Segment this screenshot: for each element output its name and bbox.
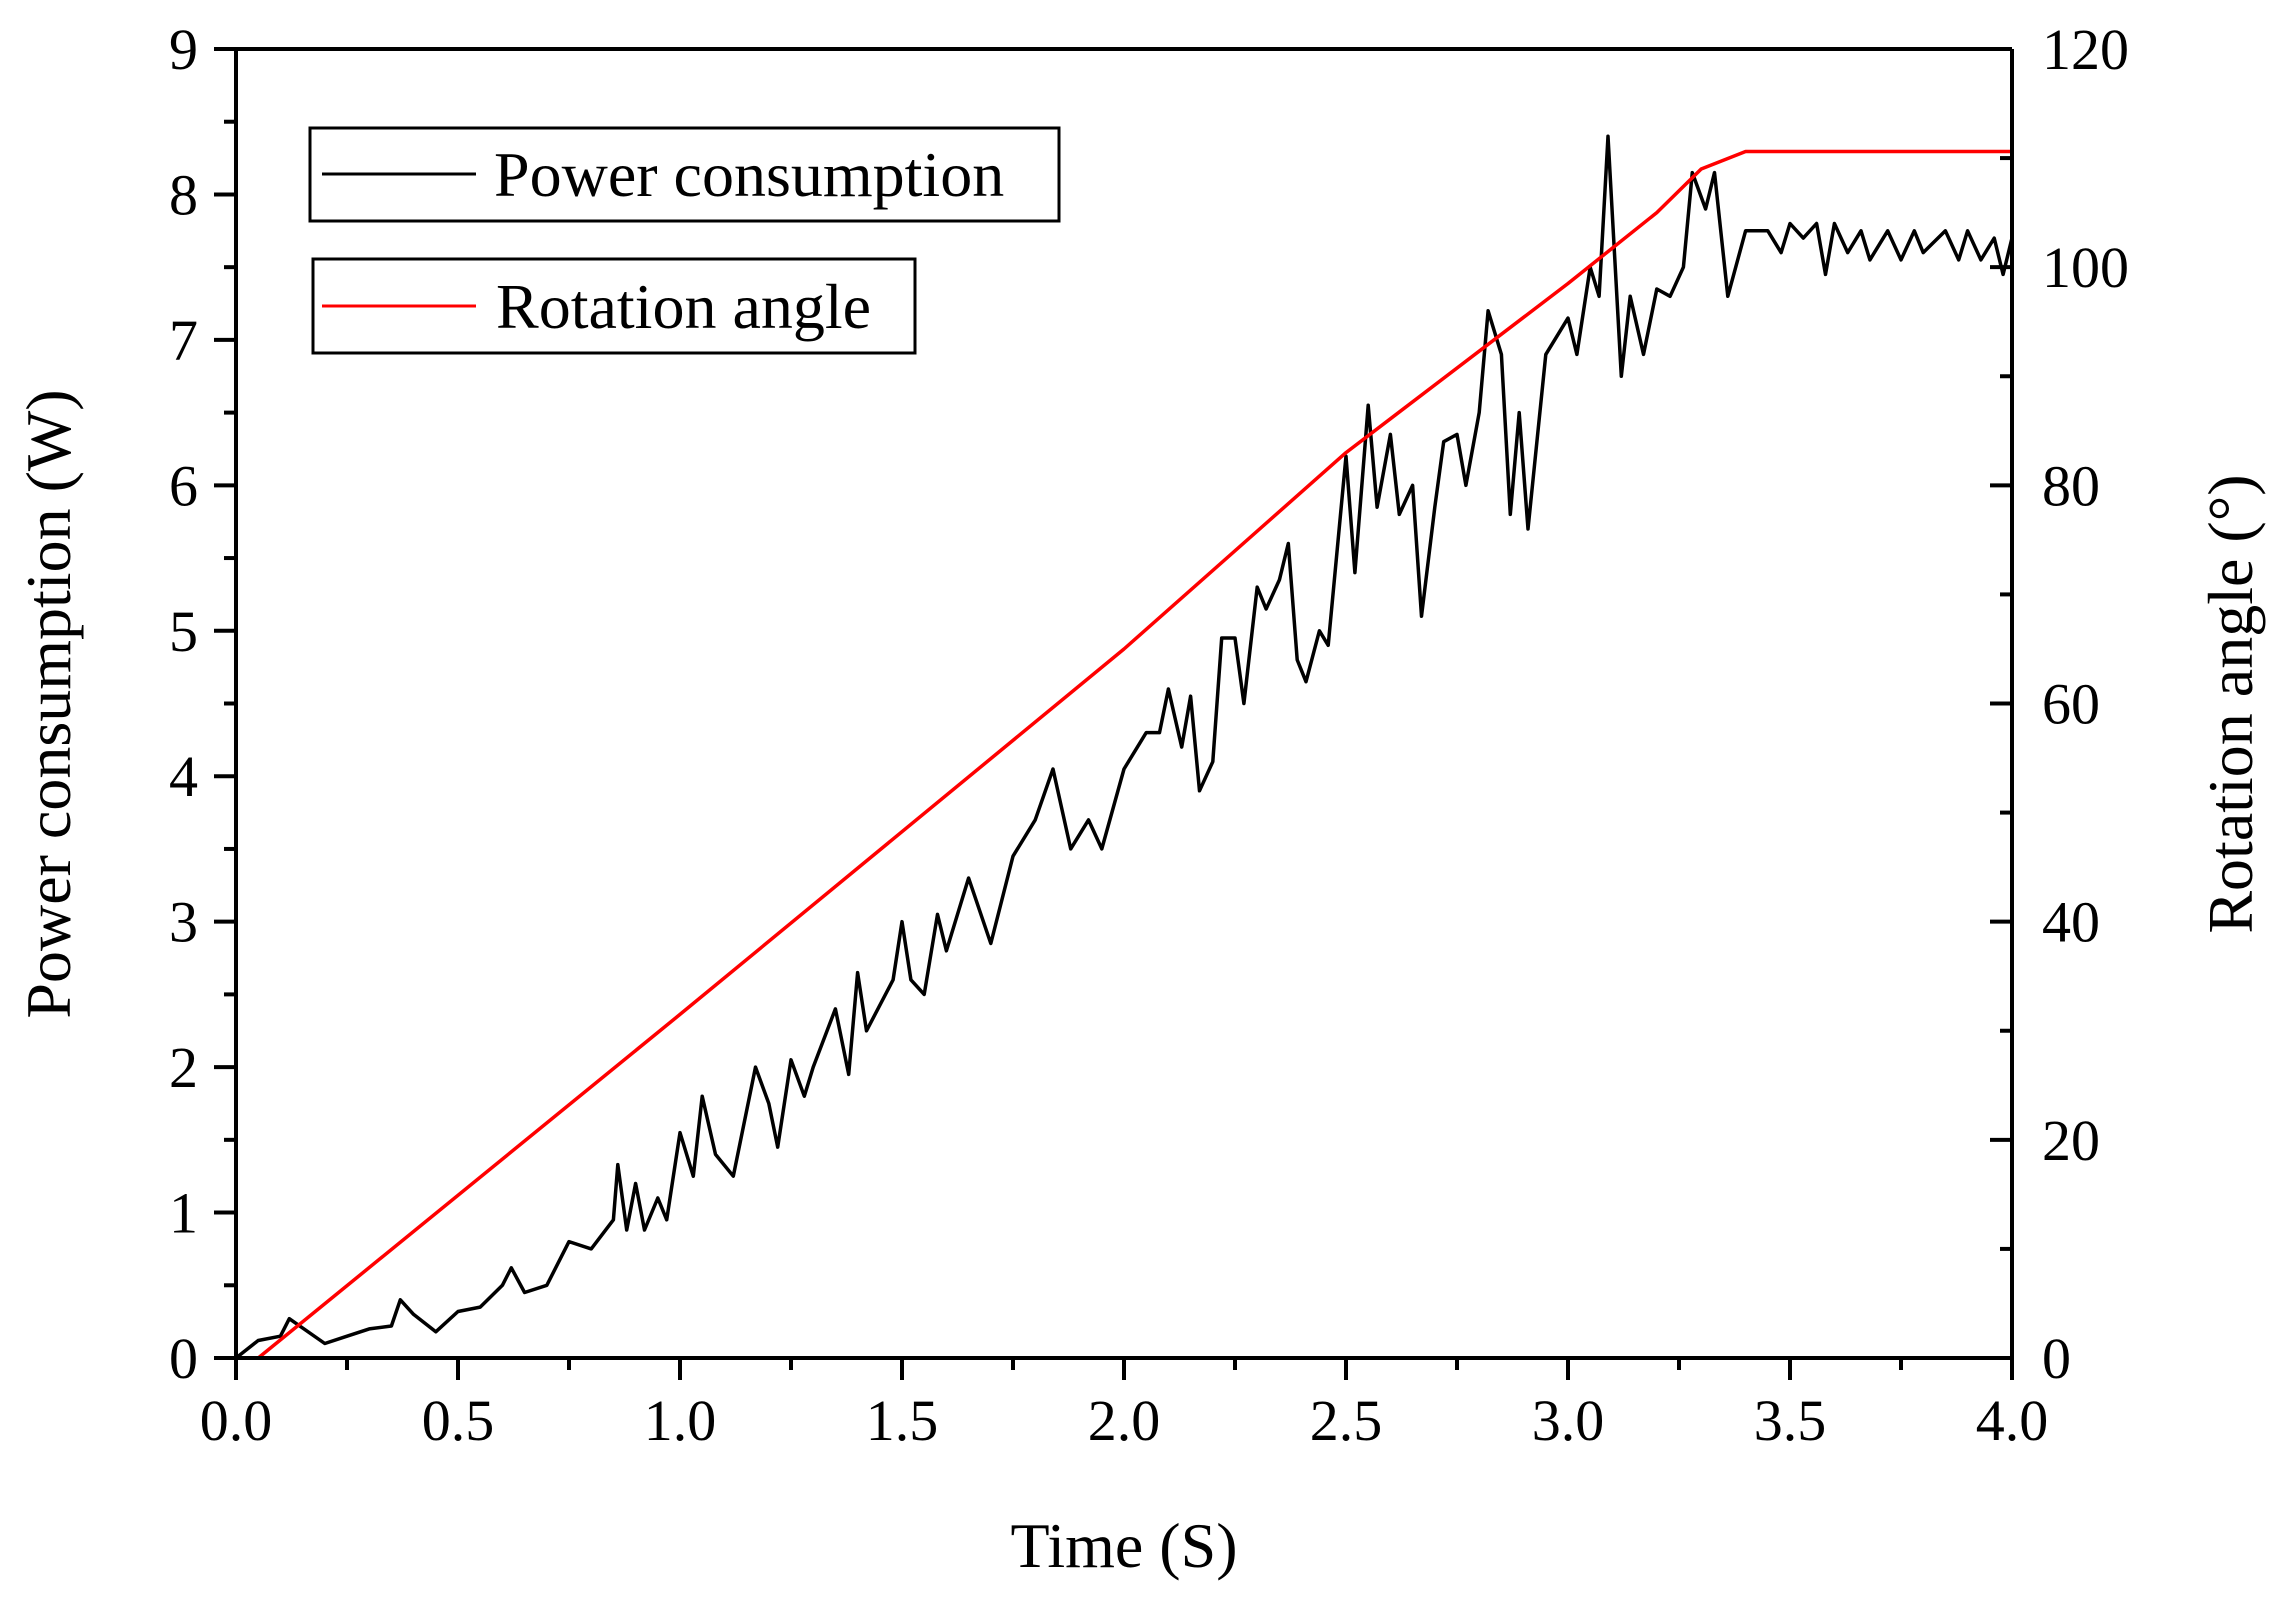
x-tick-label: 0.0: [200, 1388, 273, 1453]
y-tick-label: 2: [169, 1035, 198, 1100]
legend-label-power: Power consumption: [494, 139, 1004, 210]
legend-item-rotation: Rotation angle: [311, 257, 917, 355]
x-axis-title: Time (S): [1010, 1510, 1237, 1581]
axes-layer: 0.0 0.5 1.0 1.5 2.0 2.5 3.0 3.5 4.00123456789020…: [169, 17, 2129, 1453]
y-tick-label: 6: [169, 453, 198, 518]
x-tick-label: 2.0: [1088, 1388, 1161, 1453]
y2-axis-title: Rotation angle (°): [2195, 474, 2266, 933]
legend-item-power: Power consumption: [308, 126, 1061, 223]
x-tick-label: 1.0: [644, 1388, 717, 1453]
x-tick-label: 3.5: [1754, 1388, 1827, 1453]
x-tick-label: 0.5: [422, 1388, 495, 1453]
y-tick-label: 7: [169, 308, 198, 373]
x-tick-label: 4.0: [1976, 1388, 2049, 1453]
y-tick-label: 5: [169, 599, 198, 664]
legend-label-rotation: Rotation angle: [496, 271, 871, 342]
x-tick-label: 1.5: [866, 1388, 939, 1453]
legend: Power consumption Rotation angle: [308, 126, 1061, 355]
series-line-power: [234, 134, 2014, 1360]
y2-tick-label: 60: [2042, 672, 2100, 737]
y-tick-label: 1: [169, 1181, 198, 1246]
y2-tick-label: 0: [2042, 1326, 2071, 1391]
series-line-rotation: [236, 149, 2012, 1360]
y-tick-label: 0: [169, 1326, 198, 1391]
y2-tick-label: 120: [2042, 17, 2129, 82]
y2-tick-label: 100: [2042, 235, 2129, 300]
y-tick-label: 8: [169, 162, 198, 227]
x-tick-label: 3.0: [1532, 1388, 1605, 1453]
y-tick-label: 4: [169, 744, 198, 809]
y2-tick-label: 80: [2042, 453, 2100, 518]
y-tick-label: 3: [169, 890, 198, 955]
y-tick-label: 9: [169, 17, 198, 82]
series-layer: [234, 134, 2014, 1360]
y2-tick-label: 40: [2042, 890, 2100, 955]
x-tick-label: 2.5: [1310, 1388, 1383, 1453]
y-axis-title: Power consumption (W): [13, 389, 84, 1018]
y2-tick-label: 20: [2042, 1108, 2100, 1173]
